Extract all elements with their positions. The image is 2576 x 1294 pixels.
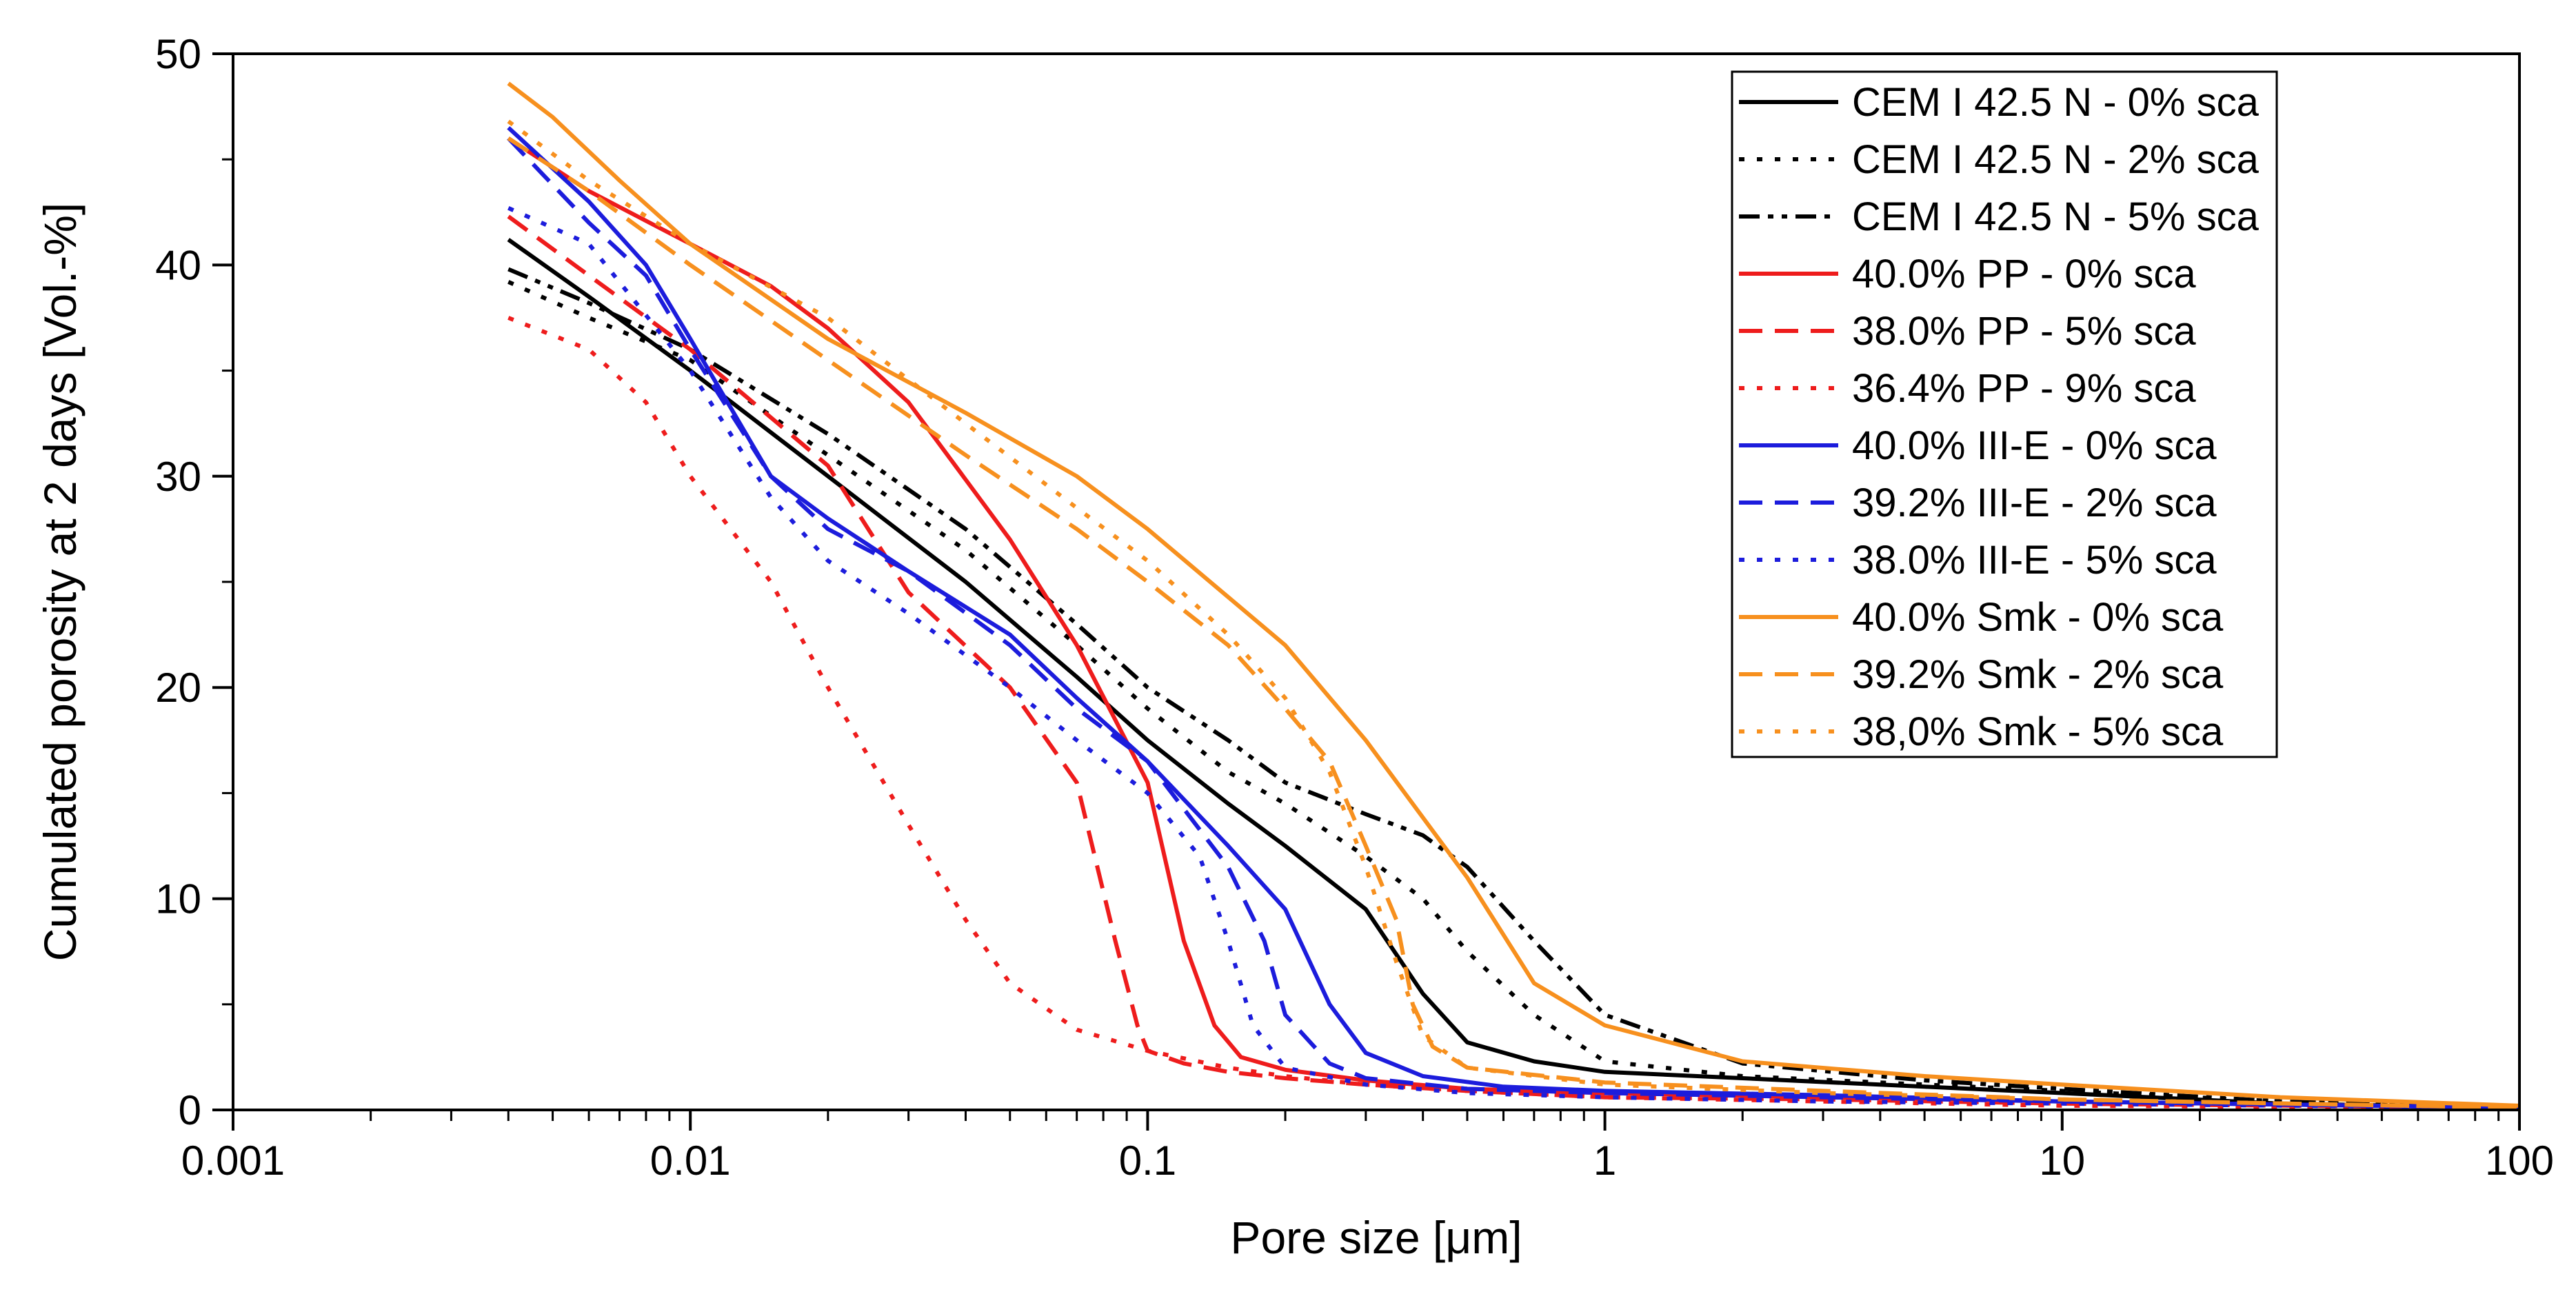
legend-label: CEM I 42.5 N - 0% sca: [1852, 80, 2260, 125]
legend-label: 40.0% Smk - 0% sca: [1852, 595, 2224, 640]
x-tick-label: 0.01: [650, 1138, 731, 1184]
x-axis-title: Pore size [μm]: [1230, 1212, 1522, 1263]
y-tick-label: 50: [155, 31, 201, 77]
x-tick-label: 0.001: [181, 1138, 285, 1184]
legend-label: 40.0% PP - 0% sca: [1852, 252, 2196, 296]
x-tick-label: 100: [2485, 1138, 2554, 1184]
x-tick-label: 10: [2039, 1138, 2085, 1184]
y-axis: 0 10 20 30 40 50: [155, 31, 233, 1133]
legend-label: CEM I 42.5 N - 2% sca: [1852, 137, 2260, 182]
legend-label: 38.0% III-E - 5% sca: [1852, 538, 2217, 583]
series-line-10: [507, 81, 2520, 1108]
legend-label: 39.2% Smk - 2% sca: [1852, 652, 2224, 697]
series-line-7: [507, 125, 2520, 1110]
series-line-8: [507, 137, 2520, 1110]
legend-box: [1731, 70, 2278, 758]
legend-label: 39.2% III-E - 2% sca: [1852, 481, 2217, 525]
series-line-3: [507, 267, 2520, 1110]
y-tick-label: 0: [179, 1087, 201, 1133]
series-layer: [507, 81, 2520, 1110]
series-line-1: [507, 238, 2520, 1110]
y-tick-label: 40: [155, 242, 201, 288]
x-axis: 0.001 0.01 0.1 1 10 100: [181, 1110, 2554, 1184]
legend-label: 38.0% PP - 5% sca: [1852, 309, 2196, 354]
series-line-11: [507, 137, 2520, 1110]
y-tick-label: 30: [155, 454, 201, 500]
legend-label: CEM I 42.5 N - 5% sca: [1852, 194, 2260, 239]
legend-label: 36.4% PP - 9% sca: [1852, 366, 2196, 411]
y-tick-label: 20: [155, 665, 201, 711]
legend-label: 40.0% III-E - 0% sca: [1852, 423, 2217, 468]
legend-label: 38,0% Smk - 5% sca: [1852, 709, 2224, 754]
legend: CEM I 42.5 N - 0% sca CEM I 42.5 N - 2% s…: [1731, 70, 2278, 758]
x-tick-label: 1: [1593, 1138, 1616, 1184]
y-tick-label: 10: [155, 876, 201, 922]
series-line-6: [507, 316, 2520, 1110]
y-axis-title: Cumulated porosity at 2 days [Vol.-%]: [34, 203, 85, 962]
x-tick-label: 0.1: [1119, 1138, 1176, 1184]
